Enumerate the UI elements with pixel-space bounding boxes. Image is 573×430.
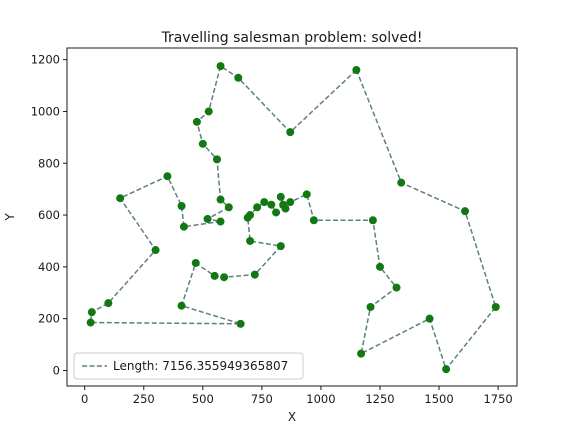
legend-entry-label: Length: 7156.355949365807 xyxy=(113,359,288,373)
city-point xyxy=(198,139,207,148)
city-point xyxy=(177,301,186,310)
x-axis-ticks: 0 250 500 750 1000 1250 1500 1750 xyxy=(81,386,513,406)
legend-box xyxy=(73,352,304,380)
city-point xyxy=(246,211,255,220)
city-point xyxy=(224,203,233,212)
city-point xyxy=(236,319,245,328)
city-point xyxy=(234,73,243,82)
city-point xyxy=(260,198,269,207)
city-point xyxy=(286,128,295,137)
y-tick-label: 200 xyxy=(38,312,60,326)
city-point xyxy=(220,273,229,282)
city-point xyxy=(286,198,295,207)
y-tick-label: 400 xyxy=(38,260,60,274)
city-point xyxy=(267,200,276,209)
x-tick-label: 750 xyxy=(251,392,273,406)
city-point xyxy=(250,270,259,279)
city-point xyxy=(192,117,201,126)
x-tick-label: 0 xyxy=(81,392,88,406)
axes-frame xyxy=(66,47,518,387)
x-tick-label: 1500 xyxy=(424,392,453,406)
city-point xyxy=(151,246,160,255)
city-point xyxy=(204,107,213,116)
city-point xyxy=(366,303,375,312)
x-tick-label: 1750 xyxy=(483,392,512,406)
city-point xyxy=(397,178,406,187)
y-axis-ticks: 0 200 400 600 800 1000 1200 xyxy=(31,53,67,377)
city-point xyxy=(191,258,200,267)
city-point xyxy=(210,271,219,280)
city-point xyxy=(309,216,318,225)
city-point xyxy=(179,222,188,231)
city-point xyxy=(163,172,172,181)
x-axis-label: X xyxy=(288,410,296,424)
city-point xyxy=(216,62,225,71)
y-tick-label: 800 xyxy=(38,156,60,170)
city-point xyxy=(281,204,290,213)
city-point xyxy=(116,194,125,203)
city-point xyxy=(276,242,285,251)
city-point xyxy=(375,262,384,271)
city-point xyxy=(86,318,95,327)
y-tick-label: 1000 xyxy=(31,104,60,118)
y-tick-label: 600 xyxy=(38,208,60,222)
x-tick-label: 500 xyxy=(192,392,214,406)
city-point xyxy=(213,155,221,164)
city-point xyxy=(177,201,186,210)
city-point xyxy=(104,299,113,308)
city-point xyxy=(302,190,311,199)
plot-area xyxy=(86,62,500,374)
y-axis-label: Y xyxy=(3,213,17,222)
city-point xyxy=(276,192,285,201)
city-point xyxy=(352,66,361,75)
city-point xyxy=(203,214,212,223)
x-tick-label: 1000 xyxy=(306,392,335,406)
city-point xyxy=(491,303,500,312)
x-tick-label: 1250 xyxy=(365,392,394,406)
city-point xyxy=(442,365,451,374)
chart-title: Travelling salesman problem: solved! xyxy=(160,30,422,46)
city-point xyxy=(425,314,434,323)
city-point xyxy=(216,195,225,204)
city-point xyxy=(246,236,255,245)
city-point xyxy=(87,308,96,317)
city-point xyxy=(461,207,470,216)
city-point xyxy=(253,203,262,212)
city-point xyxy=(357,349,366,358)
city-point xyxy=(368,216,377,225)
legend: Length: 7156.355949365807 xyxy=(73,352,304,380)
city-point xyxy=(216,217,225,226)
y-tick-label: 1200 xyxy=(31,53,60,67)
x-tick-label: 250 xyxy=(133,392,155,406)
y-tick-label: 0 xyxy=(53,363,60,377)
city-point xyxy=(272,208,281,217)
city-point xyxy=(392,283,401,292)
